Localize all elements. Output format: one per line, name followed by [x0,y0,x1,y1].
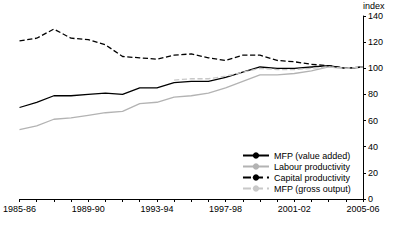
svg-text:Capital productivity: Capital productivity [274,173,351,183]
svg-text:0: 0 [368,194,373,204]
svg-text:120: 120 [368,37,383,47]
svg-text:140: 140 [368,11,383,21]
svg-text:2005-06: 2005-06 [346,204,379,214]
svg-text:MFP (value added): MFP (value added) [274,151,350,161]
svg-text:60: 60 [368,116,378,126]
svg-text:MFP (gross output): MFP (gross output) [274,184,351,194]
svg-text:index: index [363,1,385,11]
svg-text:1993-94: 1993-94 [140,204,173,214]
svg-text:80: 80 [368,89,378,99]
svg-text:Labour productivity: Labour productivity [274,162,351,172]
svg-text:100: 100 [368,63,383,73]
svg-text:40: 40 [368,142,378,152]
svg-text:1997-98: 1997-98 [209,204,242,214]
svg-text:1989-90: 1989-90 [72,204,105,214]
svg-text:2001-02: 2001-02 [278,204,311,214]
svg-text:1985-86: 1985-86 [3,204,36,214]
svg-text:20: 20 [368,168,378,178]
